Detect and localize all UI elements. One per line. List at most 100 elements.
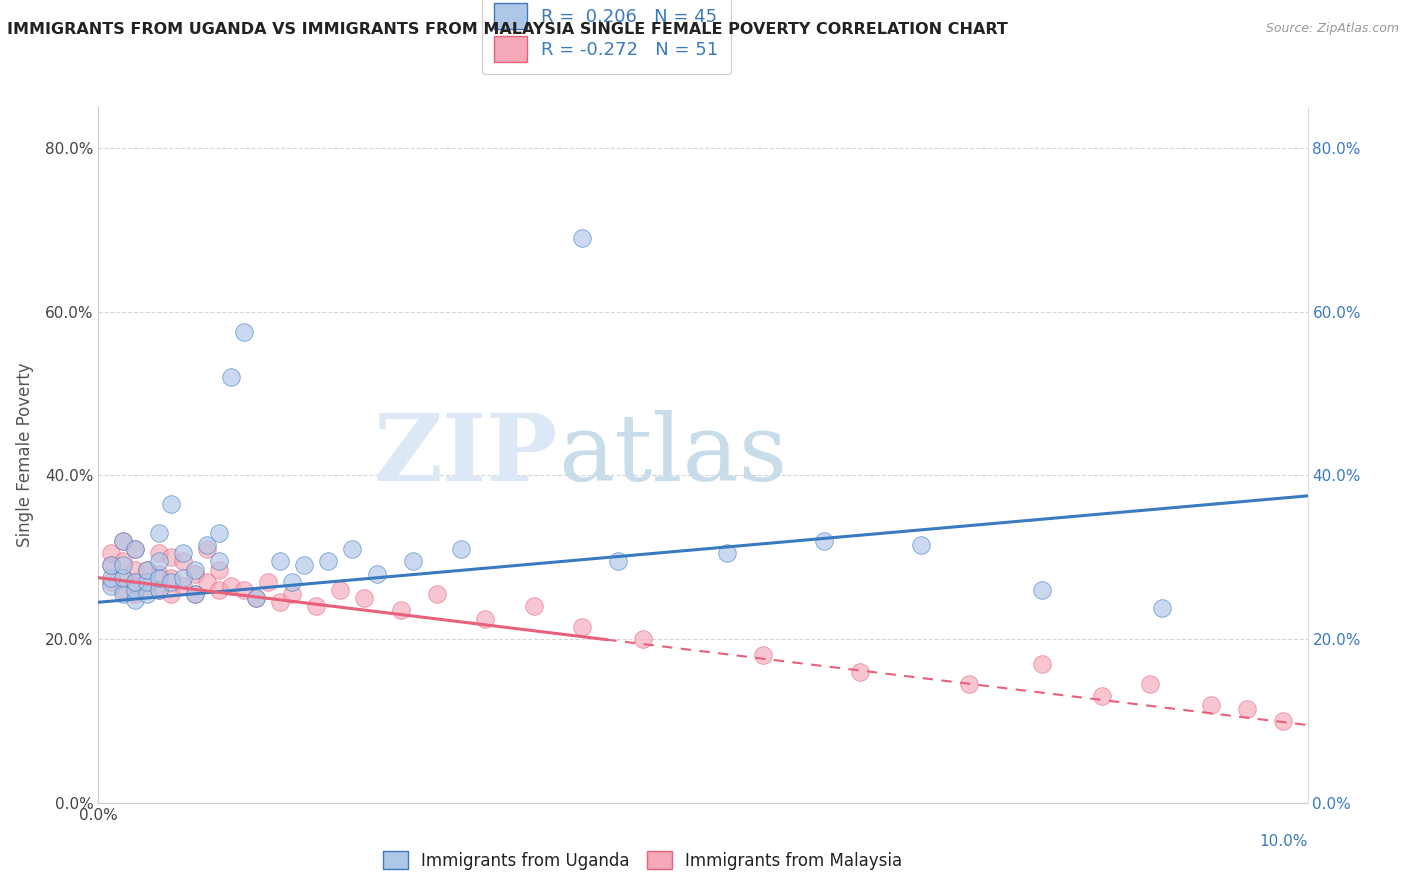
Point [184, 566, 207, 581]
Point [195, 574, 218, 589]
Point [100, 546, 122, 560]
Point [184, 587, 207, 601]
Point [135, 562, 157, 576]
Text: 10.0%: 10.0% [1260, 834, 1308, 849]
Point [160, 497, 183, 511]
Point [124, 542, 146, 557]
Point [135, 562, 157, 576]
Point [100, 571, 122, 585]
Point [1199, 698, 1222, 712]
Point [1272, 714, 1295, 728]
Point [269, 595, 291, 609]
Point [631, 632, 654, 646]
Point [1236, 701, 1258, 715]
Point [523, 599, 546, 614]
Point [160, 587, 183, 601]
Point [124, 542, 146, 557]
Point [571, 620, 593, 634]
Y-axis label: Single Female Poverty: Single Female Poverty [15, 363, 34, 547]
Text: IMMIGRANTS FROM UGANDA VS IMMIGRANTS FROM MALAYSIA SINGLE FEMALE POVERTY CORRELA: IMMIGRANTS FROM UGANDA VS IMMIGRANTS FRO… [7, 22, 1008, 37]
Point [849, 665, 872, 679]
Point [111, 571, 134, 585]
Point [100, 579, 122, 593]
Text: atlas: atlas [558, 410, 787, 500]
Point [208, 554, 231, 568]
Point [342, 542, 364, 557]
Point [232, 325, 254, 339]
Point [195, 538, 218, 552]
Point [148, 554, 170, 568]
Point [316, 554, 339, 568]
Point [402, 554, 425, 568]
Point [1031, 582, 1053, 597]
Point [366, 566, 388, 581]
Point [221, 579, 243, 593]
Point [1091, 690, 1114, 704]
Point [292, 558, 315, 573]
Point [426, 587, 449, 601]
Point [1152, 601, 1174, 615]
Point [752, 648, 775, 663]
Point [148, 571, 170, 585]
Point [353, 591, 375, 606]
Point [148, 546, 170, 560]
Point [148, 582, 170, 597]
Point [111, 587, 134, 601]
Point [172, 554, 194, 568]
Point [100, 558, 122, 573]
Point [160, 574, 183, 589]
Point [172, 546, 194, 560]
Point [716, 546, 738, 560]
Point [124, 562, 146, 576]
Point [208, 562, 231, 576]
Point [1139, 677, 1161, 691]
Point [450, 542, 472, 557]
Point [111, 554, 134, 568]
Point [111, 582, 134, 597]
Point [195, 542, 218, 557]
Point [269, 554, 291, 568]
Point [172, 571, 194, 585]
Point [245, 591, 267, 606]
Point [160, 571, 183, 585]
Point [124, 587, 146, 601]
Point [256, 574, 278, 589]
Point [135, 587, 157, 601]
Text: Source: ZipAtlas.com: Source: ZipAtlas.com [1265, 22, 1399, 36]
Legend: Immigrants from Uganda, Immigrants from Malaysia: Immigrants from Uganda, Immigrants from … [375, 843, 910, 878]
Point [100, 558, 122, 573]
Point [124, 592, 146, 607]
Point [135, 574, 157, 589]
Point [111, 571, 134, 585]
Point [281, 574, 304, 589]
Point [813, 533, 835, 548]
Point [111, 533, 134, 548]
Point [245, 591, 267, 606]
Point [111, 533, 134, 548]
Point [208, 582, 231, 597]
Point [389, 603, 412, 617]
Point [124, 574, 146, 589]
Point [1031, 657, 1053, 671]
Point [148, 525, 170, 540]
Point [184, 562, 207, 576]
Point [111, 558, 134, 573]
Point [910, 538, 932, 552]
Point [571, 231, 593, 245]
Point [607, 554, 630, 568]
Point [100, 574, 122, 589]
Point [329, 582, 352, 597]
Point [148, 582, 170, 597]
Point [221, 370, 243, 384]
Point [184, 587, 207, 601]
Point [148, 566, 170, 581]
Point [124, 574, 146, 589]
Point [160, 550, 183, 565]
Point [232, 582, 254, 597]
Point [135, 579, 157, 593]
Point [208, 525, 231, 540]
Point [474, 612, 496, 626]
Point [281, 587, 304, 601]
Point [305, 599, 328, 614]
Point [957, 677, 980, 691]
